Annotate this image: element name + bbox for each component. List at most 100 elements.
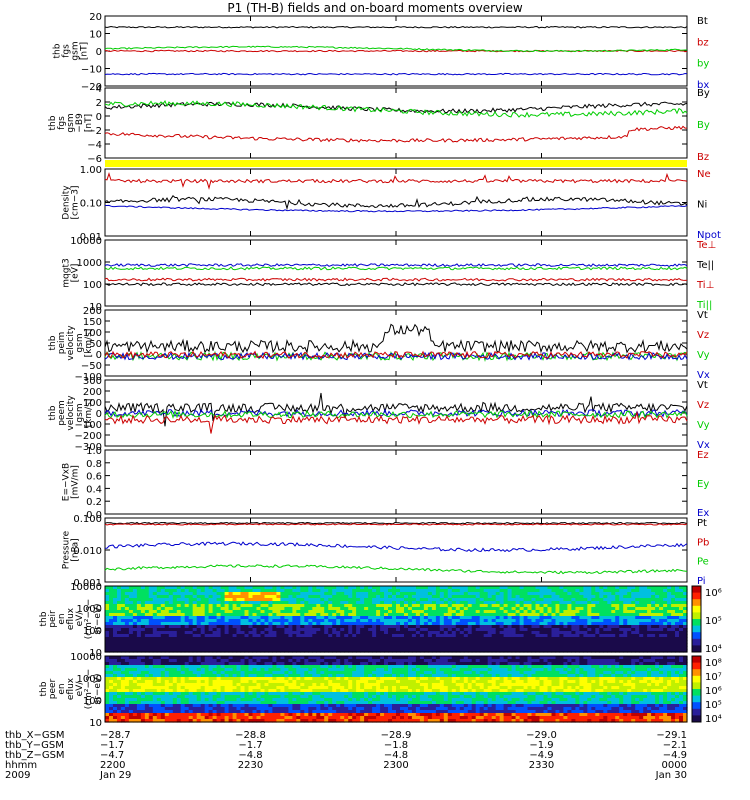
- spectrogram-cell: [344, 656, 349, 660]
- spectrogram-cell: [392, 640, 397, 644]
- spectrogram-cell: [348, 680, 353, 684]
- spectrogram-cell: [635, 622, 640, 626]
- spectrogram-cell: [128, 595, 134, 599]
- spectrogram-cell: [675, 665, 680, 669]
- spectrogram-cell: [455, 607, 461, 611]
- spectrogram-cell: [208, 671, 214, 675]
- spectrogram-cell: [224, 592, 230, 596]
- spectrogram-cell: [587, 619, 592, 623]
- spectrogram-cell: [120, 637, 126, 641]
- spectrogram-cell: [288, 592, 293, 596]
- spectrogram-cell: [611, 619, 616, 623]
- spectrogram-cell: [300, 631, 305, 635]
- spectrogram-cell: [535, 589, 541, 593]
- y-axis-label: sr−eV): [93, 603, 103, 634]
- spectrogram-cell: [647, 625, 652, 629]
- spectrogram-cell: [475, 619, 481, 623]
- spectrogram-cell: [216, 637, 222, 641]
- spectrogram-cell: [671, 589, 676, 593]
- spectrogram-cell: [639, 586, 644, 590]
- spectrogram-cell: [384, 680, 389, 684]
- spectrogram-cell: [535, 643, 541, 647]
- spectrogram-cell: [244, 656, 250, 660]
- spectrogram-cell: [268, 616, 273, 620]
- spectrogram-cell: [400, 634, 405, 638]
- spectrogram-cell: [368, 662, 373, 666]
- spectrogram-cell: [360, 656, 365, 660]
- spectrogram-cell: [531, 604, 537, 608]
- spectrogram-cell: [411, 604, 417, 608]
- spectrogram-cell: [168, 640, 174, 644]
- spectrogram-cell: [455, 668, 461, 672]
- spectrogram-cell: [380, 622, 385, 626]
- spectrogram-cell: [571, 613, 576, 617]
- spectrogram-cell: [671, 680, 676, 684]
- spectrogram-cell: [439, 643, 445, 647]
- spectrogram-cell: [280, 607, 285, 611]
- spectrogram-cell: [200, 637, 206, 641]
- spectrogram-cell: [364, 613, 369, 617]
- spectrogram-cell: [109, 659, 114, 663]
- spectrogram-cell: [392, 637, 397, 641]
- spectrogram-cell: [132, 662, 138, 666]
- spectrogram-cell: [603, 680, 608, 684]
- spectrogram-cell: [332, 640, 337, 644]
- spectrogram-cell: [360, 601, 365, 605]
- spectrogram-cell: [451, 671, 457, 675]
- spectrogram-cell: [415, 625, 421, 629]
- spectrogram-cell: [336, 613, 341, 617]
- spectrogram-cell: [284, 628, 289, 632]
- spectrogram-cell: [487, 665, 493, 669]
- spectrogram-cell: [260, 631, 266, 635]
- spectrogram-cell: [113, 677, 118, 681]
- spectrogram-cell: [164, 683, 170, 687]
- spectrogram-cell: [404, 634, 409, 638]
- spectrogram-cell: [427, 640, 433, 644]
- spectrogram-cell: [651, 674, 656, 678]
- spectrogram-cell: [344, 610, 349, 614]
- spectrogram-cell: [655, 625, 660, 629]
- spectrogram-cell: [463, 628, 469, 632]
- spectrogram-cell: [236, 610, 242, 614]
- spectrogram-cell: [356, 683, 361, 687]
- spectrogram-cell: [284, 646, 289, 650]
- spectrogram-cell: [296, 665, 301, 669]
- spectrogram-cell: [507, 598, 513, 602]
- spectrogram-cell: [236, 659, 242, 663]
- spectrogram-cell: [404, 598, 409, 602]
- spectrogram-cell: [216, 640, 222, 644]
- spectrogram-cell: [216, 665, 222, 669]
- spectrogram-cell: [571, 686, 576, 690]
- spectrogram-cell: [415, 649, 421, 653]
- spectrogram-cell: [324, 610, 329, 614]
- spectrogram-cell: [172, 640, 178, 644]
- spectrogram-cell: [463, 631, 469, 635]
- spectrogram-cell: [312, 686, 317, 690]
- spectrogram-cell: [603, 604, 608, 608]
- spectrogram-cell: [156, 589, 162, 593]
- spectrogram-cell: [380, 686, 385, 690]
- spectrogram-cell: [679, 601, 684, 605]
- spectrogram-cell: [639, 592, 644, 596]
- spectrogram-cell: [168, 616, 174, 620]
- spectrogram-cell: [408, 586, 413, 590]
- spectrogram-cell: [667, 631, 672, 635]
- spectrogram-cell: [292, 637, 297, 641]
- spectrogram-cell: [411, 656, 417, 660]
- spectrogram-cell: [563, 671, 568, 675]
- spectrogram-cell: [340, 613, 345, 617]
- spectrogram-cell: [156, 604, 162, 608]
- spectrogram-cell: [260, 680, 266, 684]
- spectrogram-cell: [176, 671, 182, 675]
- spectrogram-cell: [467, 659, 473, 663]
- spectrogram-cell: [148, 649, 154, 653]
- spectrogram-cell: [495, 610, 501, 614]
- spectrogram-cell: [280, 616, 285, 620]
- spectrogram-cell: [527, 631, 533, 635]
- spectrogram-cell: [348, 659, 353, 663]
- spectrogram-cell: [651, 668, 656, 672]
- spectrogram-cell: [563, 634, 568, 638]
- spectrogram-cell: [459, 601, 465, 605]
- spectrogram-cell: [523, 674, 529, 678]
- spectrogram-cell: [192, 601, 198, 605]
